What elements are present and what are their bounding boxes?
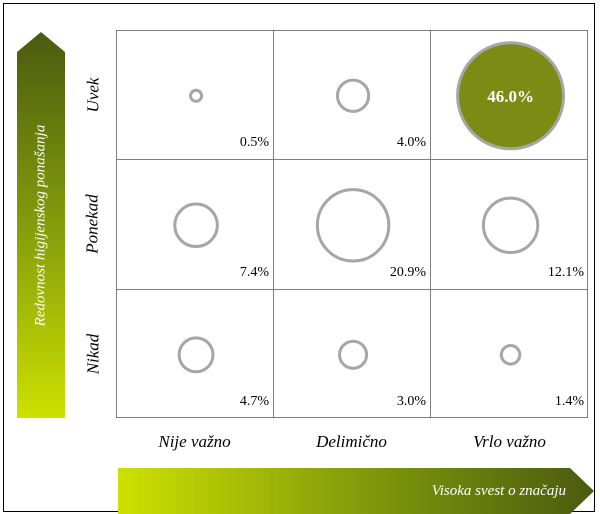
y-axis-label: Redovnost higijenskog ponašanja (32, 124, 49, 326)
percent-label: 7.4% (239, 265, 269, 280)
percent-label: 20.9% (389, 265, 426, 280)
grid-lines (116, 30, 588, 418)
bubble-uvek-1 (335, 78, 371, 113)
percent-label: 3.0% (396, 394, 426, 409)
x-axis-label: Visoka svest o značaju (431, 482, 566, 499)
percent-label: 1.4% (554, 394, 584, 409)
row-label-nikad: Nikad (83, 333, 103, 374)
bubble-uvek-0 (189, 88, 204, 103)
col-label-nije-vazno: Nije važno (158, 432, 231, 451)
percent-label: 12.1% (547, 265, 584, 280)
bubble-grid: 46.0% (116, 30, 588, 418)
col-label-vrlo-vazno: Vrlo važno (473, 432, 546, 451)
percent-label: 4.7% (239, 394, 269, 409)
x-axis-arrow (118, 468, 594, 514)
bubble-ponekad-1 (315, 188, 391, 263)
bubble-uvek-2 (456, 41, 566, 151)
bubble-ponekad-2 (481, 196, 540, 254)
bubble-nikad-0 (177, 336, 215, 374)
bubble-ponekad-0 (173, 202, 219, 249)
row-label-ponekad: Ponekad (83, 194, 103, 254)
bubbles: 46.0% (173, 41, 566, 374)
col-label-delimicno: Delimično (316, 432, 387, 451)
y-axis-arrow (17, 32, 65, 418)
bubble-nikad-2 (499, 344, 522, 366)
bubble-value-label: 46.0% (487, 87, 534, 106)
percent-label: 0.5% (239, 135, 269, 150)
row-label-uvek: Uvek (83, 77, 103, 112)
bubble-nikad-1 (338, 339, 369, 370)
percent-label: 4.0% (396, 135, 426, 150)
